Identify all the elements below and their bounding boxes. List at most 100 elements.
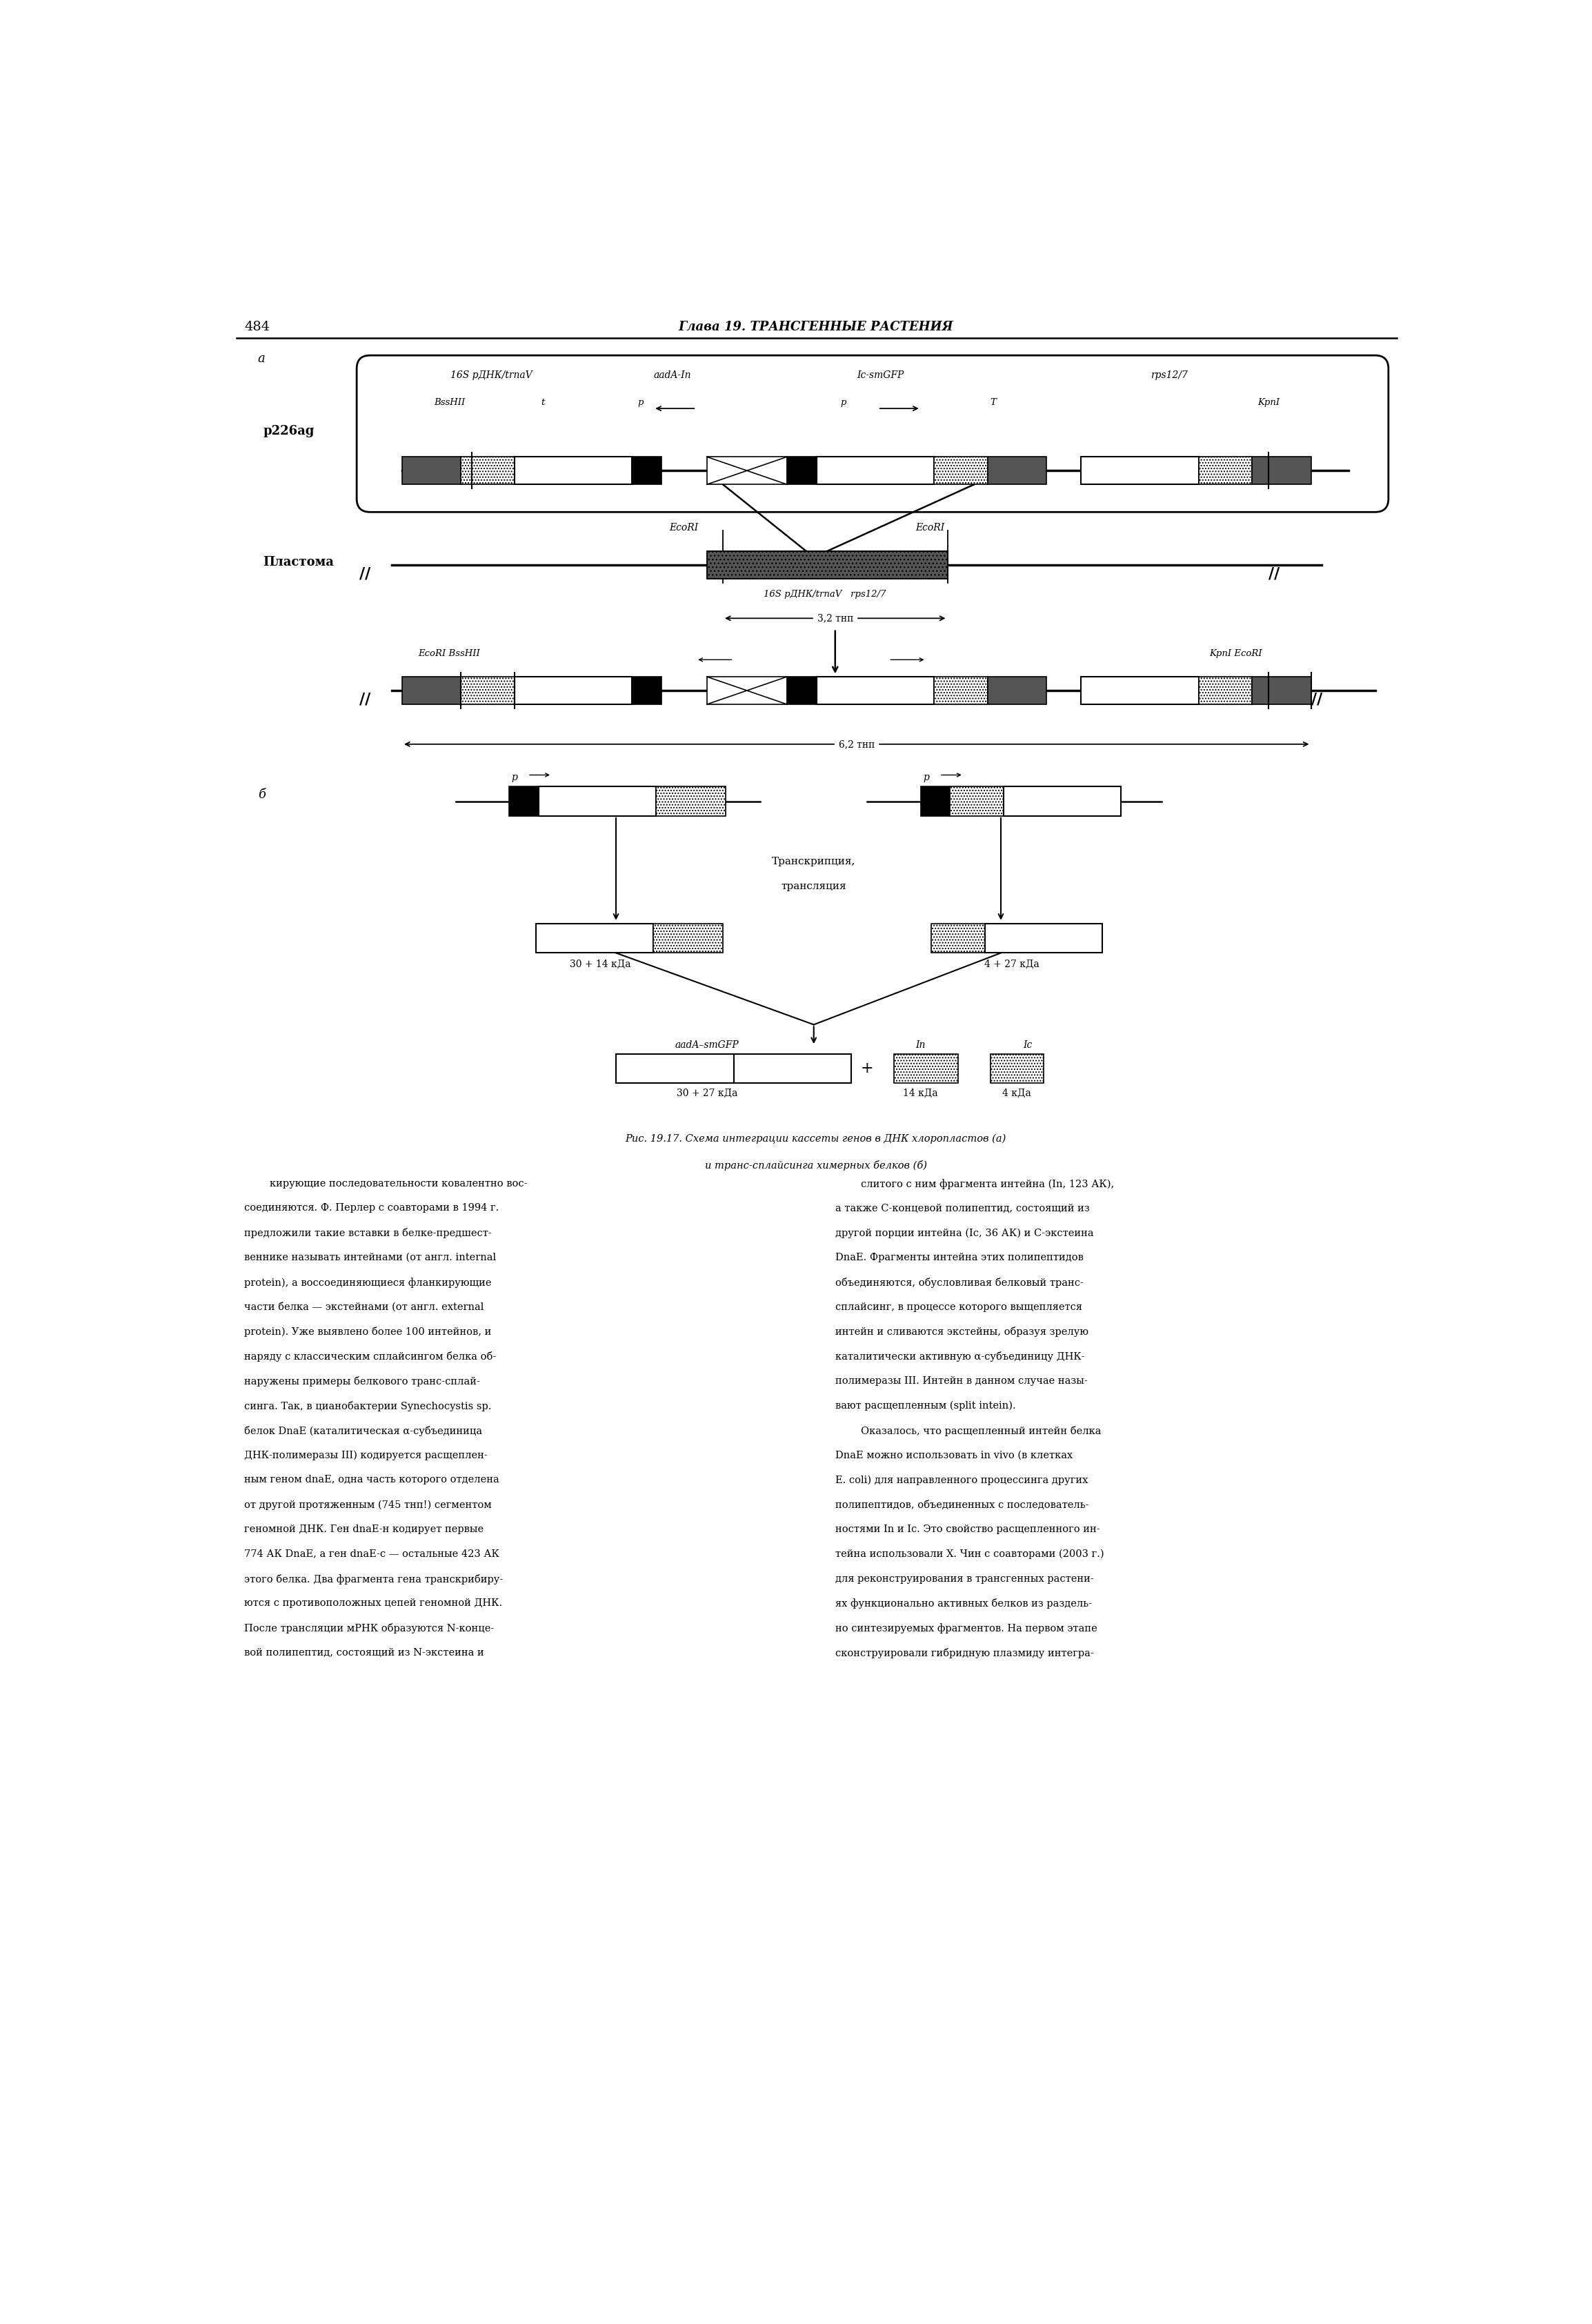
Text: Оказалось, что расщепленный интейн белка: Оказалось, что расщепленный интейн белка [836,1425,1102,1436]
Bar [403,458,462,483]
Text: части белка — экстейнами (от англ. external: части белка — экстейнами (от англ. exter… [245,1301,484,1313]
Text: веннике называть интейнами (от англ. internal: веннике называть интейнами (от англ. int… [245,1253,497,1262]
Bar [895,1053,958,1083]
Text: t: t [541,397,544,407]
Bar [1253,676,1310,704]
Bar [990,1053,1044,1083]
Text: кирующие последовательности ковалентно вос-: кирующие последовательности ковалентно в… [245,1178,527,1188]
Bar [1003,786,1121,816]
Text: тейна использовали Х. Чин с соавторами (2003 г.): тейна использовали Х. Чин с соавторами (… [836,1550,1103,1559]
Text: //: // [360,693,371,706]
Text: DnaE можно использовать in vivo (в клетках: DnaE можно использовать in vivo (в клетк… [836,1450,1073,1459]
Text: а: а [258,353,266,365]
Text: Ic-smGFP: Ic-smGFP [856,370,904,381]
Text: сплайсинг, в процессе которого выщепляется: сплайсинг, в процессе которого выщепляет… [836,1301,1083,1311]
Text: KpnI: KpnI [1258,397,1280,407]
Text: для реконструирования в трансгенных растени-: для реконструирования в трансгенных раст… [836,1573,1094,1583]
Text: белок DnaE (каталитическая α-субъединица: белок DnaE (каталитическая α-субъединица [245,1425,482,1436]
Bar [1081,458,1199,483]
Text: rps12/7: rps12/7 [1151,370,1188,381]
Text: ным геном dnaE, одна часть которого отделена: ным геном dnaE, одна часть которого отде… [245,1476,500,1485]
Text: но синтезируемых фрагментов. На первом этапе: но синтезируемых фрагментов. На первом э… [836,1622,1097,1634]
Text: ются с противоположных цепей геномной ДНК.: ются с противоположных цепей геномной ДН… [245,1599,503,1608]
Text: этого белка. Два фрагмента гена транскрибиру-: этого белка. Два фрагмента гена транскри… [245,1573,503,1585]
Bar [462,676,514,704]
Bar [786,676,817,704]
Text: слитого с ним фрагмента интейна (In, 123 АК),: слитого с ним фрагмента интейна (In, 123… [836,1178,1114,1190]
Bar [985,923,1102,953]
Bar [1081,676,1199,704]
Text: p: p [841,397,847,407]
Text: 30 + 27 кДа: 30 + 27 кДа [677,1088,737,1097]
Bar [632,458,661,483]
Text: 774 АК DnaE, а ген dnaE-с — остальные 423 АК: 774 АК DnaE, а ген dnaE-с — остальные 42… [245,1550,500,1559]
Text: 4 кДа: 4 кДа [1003,1088,1032,1097]
Bar [734,1053,852,1083]
Text: Пластома: Пластома [263,555,334,567]
Text: ях функционально активных белков из раздель-: ях функционально активных белков из разд… [836,1599,1092,1608]
Text: а также C-концевой полипептид, состоящий из: а также C-концевой полипептид, состоящий… [836,1204,1089,1213]
Text: 30 + 14 кДа: 30 + 14 кДа [570,960,630,969]
Text: p: p [637,397,643,407]
Bar [514,676,632,704]
Text: +: + [861,1060,874,1076]
Text: aadA-In: aadA-In [653,370,691,381]
Text: каталитически активную α-субъединицу ДНК-: каталитически активную α-субъединицу ДНК… [836,1353,1084,1362]
Text: EcoRI: EcoRI [915,523,944,532]
Text: //: // [1310,693,1321,706]
Text: p226ag: p226ag [263,425,315,437]
Text: 4 + 27 кДа: 4 + 27 кДа [984,960,1040,969]
Bar [632,676,661,704]
Text: интейн и сливаются экстейны, образуя зрелую: интейн и сливаются экстейны, образуя зре… [836,1327,1089,1336]
Text: полипептидов, объединенных с последователь-: полипептидов, объединенных с последовате… [836,1499,1089,1511]
Bar [987,676,1046,704]
Bar [707,551,947,579]
Bar [707,676,786,704]
Text: DnaE. Фрагменты интейна этих полипептидов: DnaE. Фрагменты интейна этих полипептидо… [836,1253,1084,1262]
Bar [538,786,656,816]
Bar [1199,676,1253,704]
Text: 3,2 тнп: 3,2 тнп [817,614,853,623]
Bar [707,458,786,483]
Text: protein). Уже выявлено более 100 интейнов, и: protein). Уже выявлено более 100 интейно… [245,1327,492,1336]
Text: полимеразы III. Интейн в данном случае назы-: полимеразы III. Интейн в данном случае н… [836,1376,1087,1385]
Bar [1253,458,1310,483]
Text: protein), а воссоединяющиеся фланкирующие: protein), а воссоединяющиеся фланкирующи… [245,1278,492,1287]
Text: от другой протяженным (745 тнп!) сегментом: от другой протяженным (745 тнп!) сегмент… [245,1499,492,1511]
Text: 6,2 тнп: 6,2 тнп [839,739,874,748]
Text: 16S рДНК/trnaV: 16S рДНК/trnaV [451,370,532,381]
Bar [653,923,723,953]
Text: соединяются. Ф. Перлер с соавторами в 1994 г.: соединяются. Ф. Перлер с соавторами в 19… [245,1204,500,1213]
Bar [817,458,935,483]
Text: б: б [258,788,266,802]
Bar [656,786,726,816]
Bar [950,786,1003,816]
Text: После трансляции мРНК образуются N-конце-: После трансляции мРНК образуются N-конце… [245,1622,494,1634]
Text: синга. Так, в цианобактерии Synechocystis sp.: синга. Так, в цианобактерии Synechocysti… [245,1401,492,1411]
Bar [509,786,538,816]
Text: геномной ДНК. Ген dnaE-н кодирует первые: геномной ДНК. Ген dnaE-н кодирует первые [245,1525,484,1534]
Text: ДНК-полимеразы III) кодируется расщеплен-: ДНК-полимеразы III) кодируется расщеплен… [245,1450,487,1459]
Text: наряду с классическим сплайсингом белка об-: наряду с классическим сплайсингом белка … [245,1353,497,1362]
Text: предложили такие вставки в белке-предшест-: предложили такие вставки в белке-предшес… [245,1227,492,1239]
Text: и транс-сплайсинга химерных белков (б): и транс-сплайсинга химерных белков (б) [705,1160,927,1171]
Text: Ic-smGFP: Ic-smGFP [976,788,1025,797]
Text: Ic: Ic [1024,1039,1032,1050]
Text: ностями In и Ic. Это свойство расщепленного ин-: ностями In и Ic. Это свойство расщепленн… [836,1525,1100,1534]
Text: другой порции интейна (Ic, 36 АК) и C-экстеина: другой порции интейна (Ic, 36 АК) и C-эк… [836,1227,1094,1239]
Text: p: p [923,774,930,783]
Text: объединяются, обусловливая белковый транс-: объединяются, обусловливая белковый тран… [836,1278,1084,1287]
Text: aadA-In: aadA-In [570,788,610,797]
Bar [707,551,947,579]
Bar [514,458,632,483]
Bar [817,676,935,704]
Text: //: // [1269,567,1280,581]
Text: наружены примеры белкового транс-сплай-: наружены примеры белкового транс-сплай- [245,1376,481,1387]
Text: In: In [915,1039,925,1050]
Bar [616,1053,734,1083]
Text: вают расщепленным (split intein).: вают расщепленным (split intein). [836,1401,1016,1411]
Bar [935,676,987,704]
Text: BssHII: BssHII [435,397,465,407]
Bar [537,923,653,953]
Text: вой полипептид, состоящий из N-экстеина и: вой полипептид, состоящий из N-экстеина … [245,1648,484,1657]
